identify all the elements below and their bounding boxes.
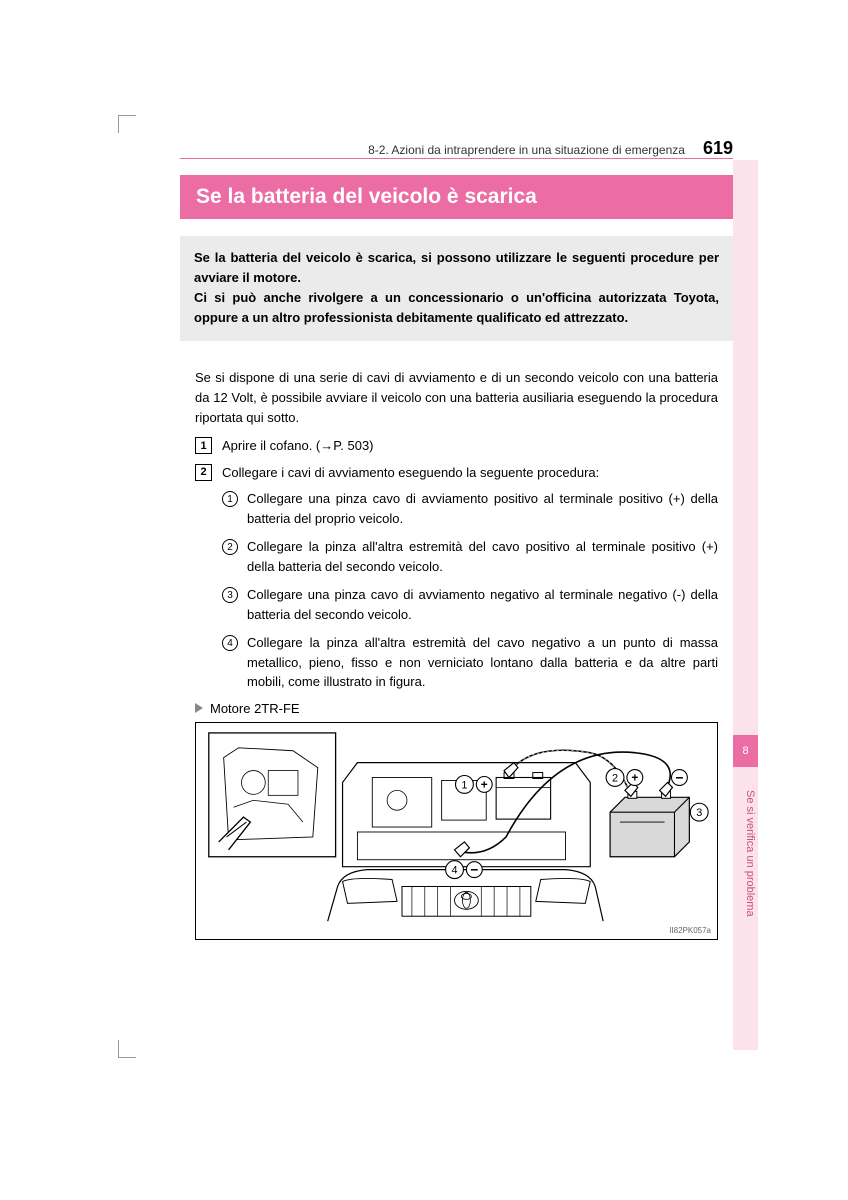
- callout-4: 4: [451, 865, 457, 877]
- crop-mark: [118, 1040, 136, 1058]
- step-box-1: 1: [195, 437, 212, 454]
- diagram-svg: 1 + 2 + 3 − 4 −: [196, 723, 717, 939]
- minus-3: −: [675, 769, 683, 785]
- substep-3-text: Collegare una pinza cavo di avviamento n…: [247, 585, 718, 624]
- chapter-number: 8: [742, 745, 748, 757]
- step-2: 2 Collegare i cavi di avviamento eseguen…: [195, 463, 718, 483]
- engine-label-row: Motore 2TR-FE: [195, 701, 718, 716]
- substep-list: 1 Collegare una pinza cavo di avviamento…: [222, 489, 718, 692]
- substep-3: 3 Collegare una pinza cavo di avviamento…: [222, 585, 718, 624]
- substep-2: 2 Collegare la pinza all'altra estremità…: [222, 537, 718, 576]
- substep-2-text: Collegare la pinza all'altra estremità d…: [247, 537, 718, 576]
- triangle-icon: [195, 703, 203, 713]
- callout-2: 2: [612, 772, 618, 784]
- substep-4-text: Collegare la pinza all'altra estremità d…: [247, 633, 718, 692]
- section-label: 8-2. Azioni da intraprendere in una situ…: [368, 143, 685, 157]
- page-number: 619: [703, 138, 733, 159]
- intro-box: Se la batteria del veicolo è scarica, si…: [180, 236, 733, 341]
- plus-2: +: [631, 770, 638, 784]
- side-tab-chapter: 8: [733, 735, 758, 767]
- step-2-text: Collegare i cavi di avviamento eseguendo…: [222, 463, 718, 483]
- image-code: II82PK057a: [669, 926, 711, 935]
- minus-4: −: [470, 862, 478, 878]
- substep-1-text: Collegare una pinza cavo di avviamento p…: [247, 489, 718, 528]
- page-title: Se la batteria del veicolo è scarica: [196, 185, 717, 209]
- body-content: Se si dispone di una serie di cavi di av…: [195, 368, 718, 940]
- callout-1: 1: [461, 779, 467, 791]
- page-header: 8-2. Azioni da intraprendere in una situ…: [180, 138, 733, 159]
- crop-mark: [118, 115, 136, 133]
- engine-diagram: 1 + 2 + 3 − 4 − II82PK057a: [195, 722, 718, 940]
- step-1: 1 Aprire il cofano. (→P. 503): [195, 436, 718, 456]
- substep-1: 1 Collegare una pinza cavo di avviamento…: [222, 489, 718, 528]
- title-banner: Se la batteria del veicolo è scarica: [180, 175, 733, 219]
- intro-para-1: Se la batteria del veicolo è scarica, si…: [194, 248, 719, 288]
- circle-1: 1: [222, 491, 238, 507]
- step-box-2: 2: [195, 464, 212, 481]
- body-para: Se si dispone di una serie di cavi di av…: [195, 368, 718, 428]
- intro-para-2: Ci si può anche rivolgere a un concessio…: [194, 288, 719, 328]
- circle-3: 3: [222, 587, 238, 603]
- engine-label: Motore 2TR-FE: [210, 701, 300, 716]
- header-divider: [180, 158, 733, 159]
- plus-1: +: [481, 777, 488, 791]
- step-1-text: Aprire il cofano. (→P. 503): [222, 436, 718, 456]
- circle-4: 4: [222, 635, 238, 651]
- substep-4: 4 Collegare la pinza all'altra estremità…: [222, 633, 718, 692]
- side-tab-label: Se si verifica un problema: [734, 790, 756, 970]
- callout-3: 3: [696, 807, 702, 819]
- circle-2: 2: [222, 539, 238, 555]
